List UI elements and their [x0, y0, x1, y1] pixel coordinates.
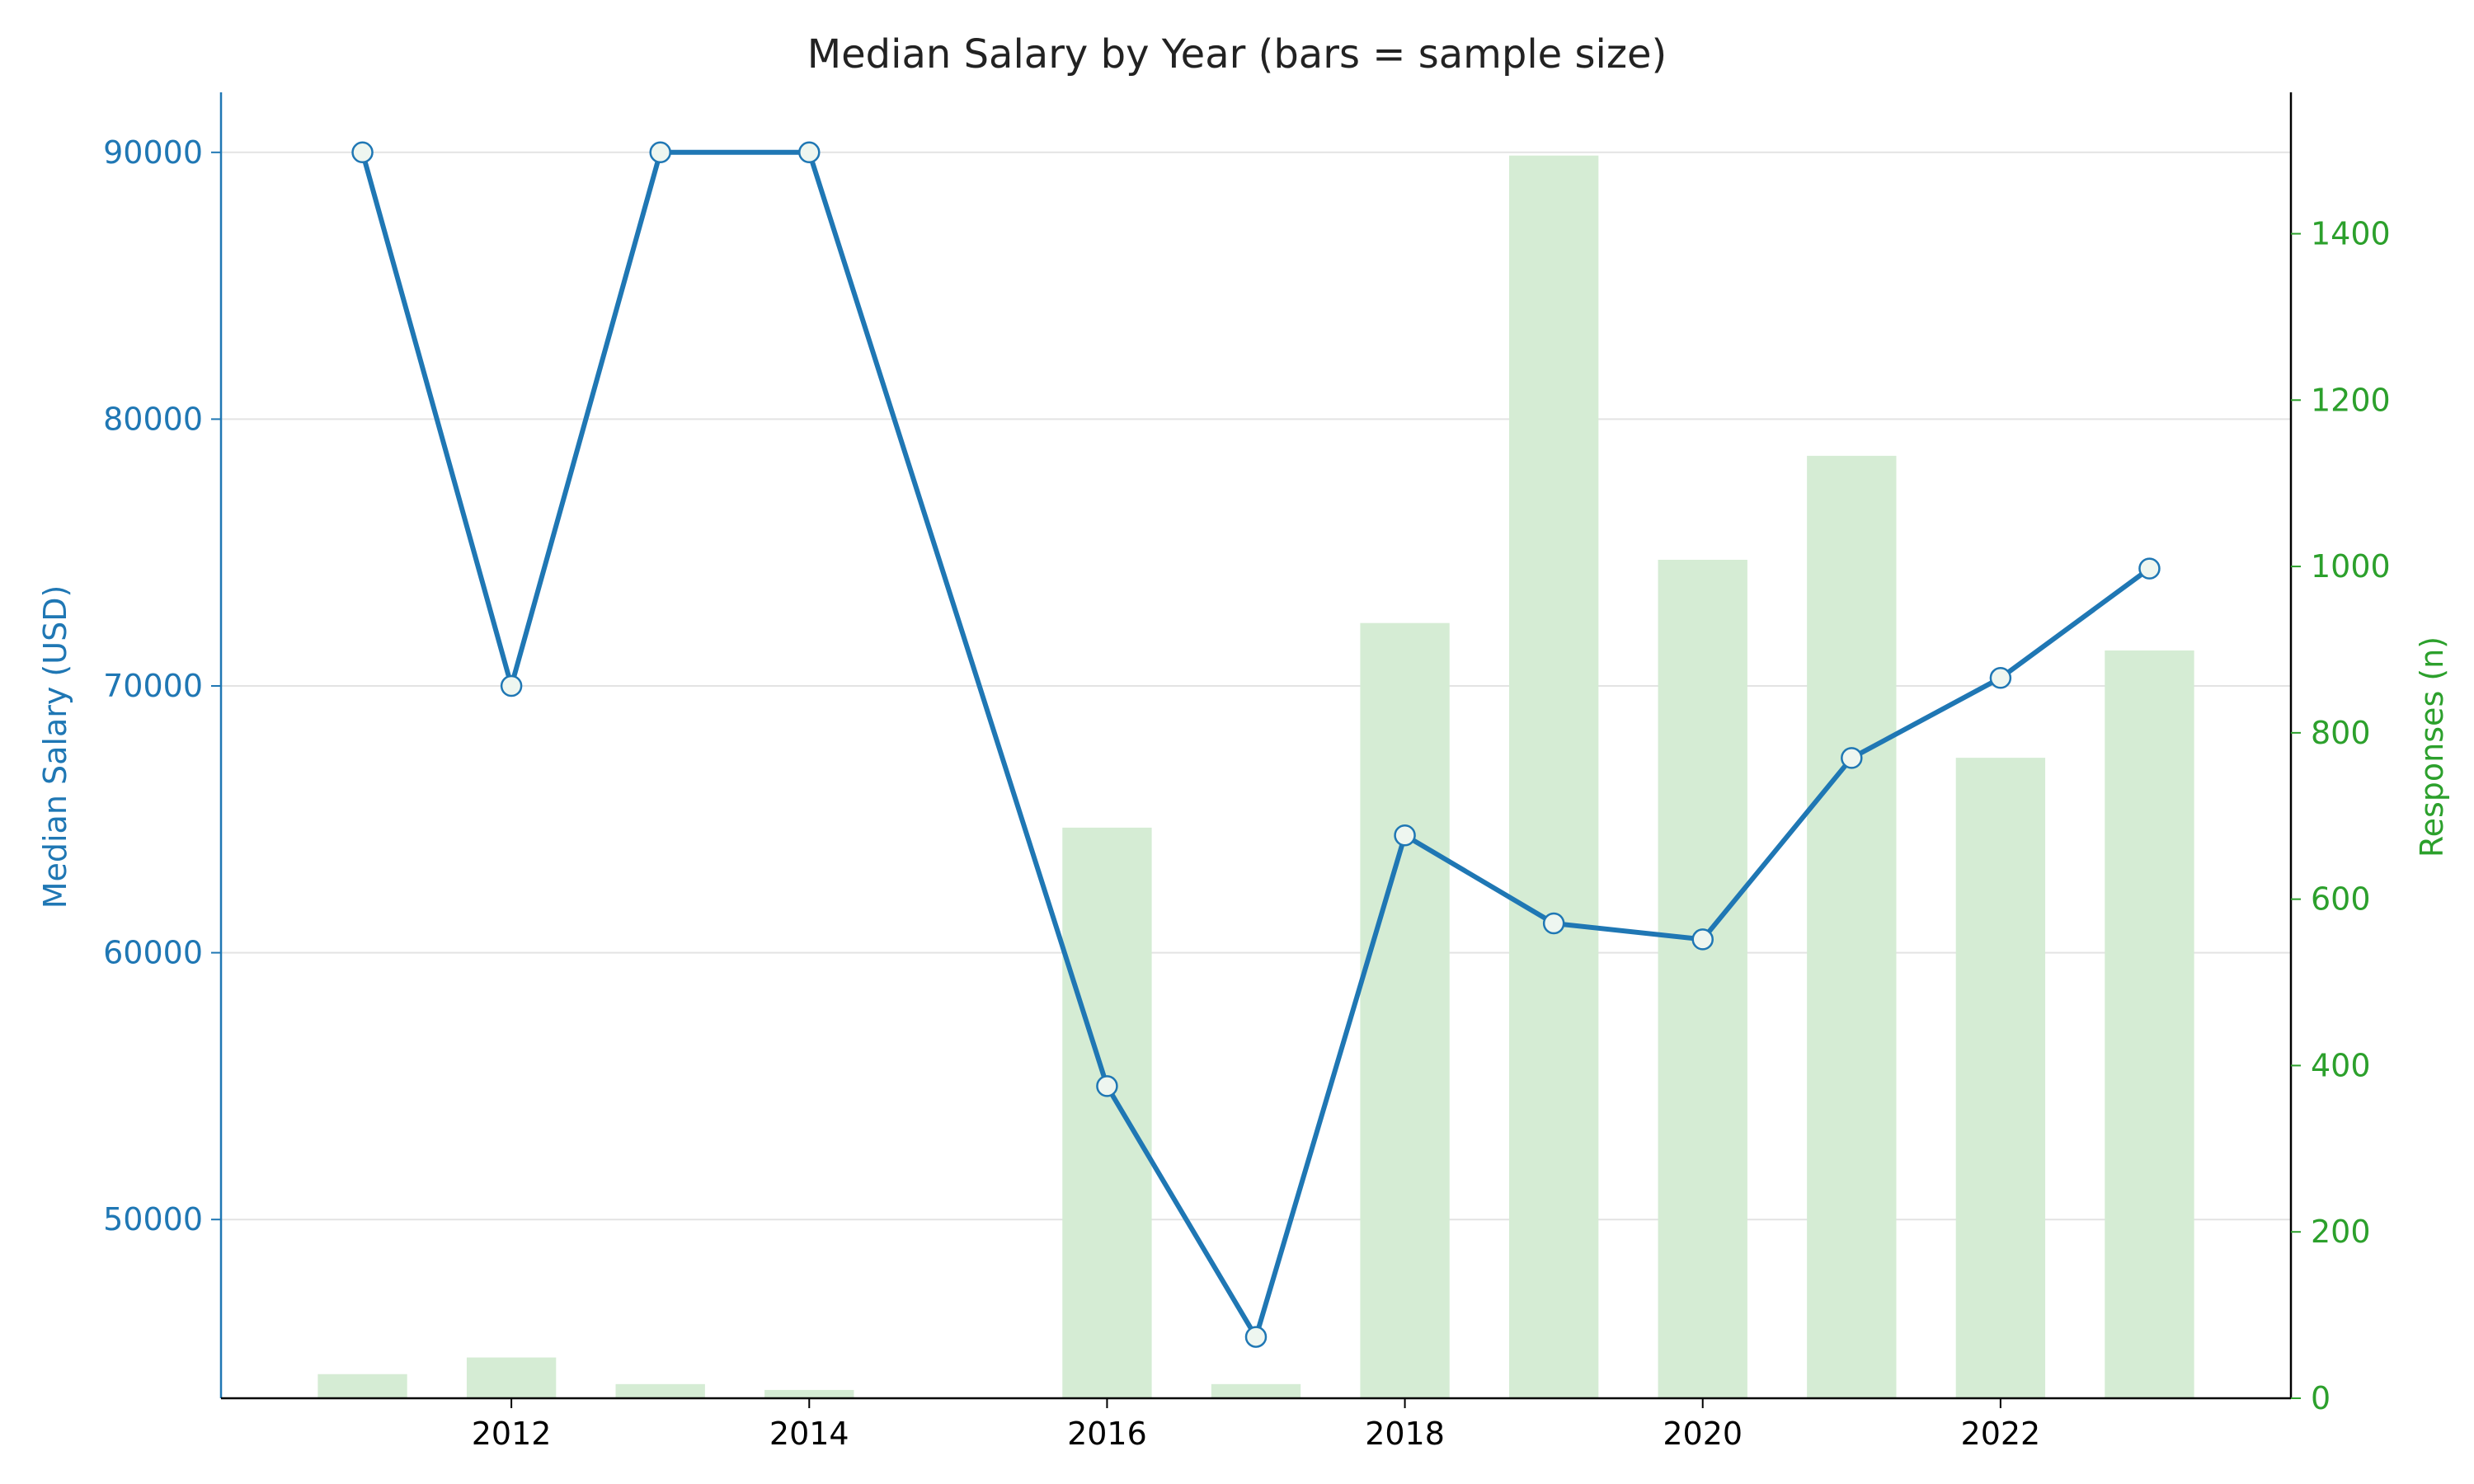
line-point [1542, 912, 1565, 935]
bar [764, 1389, 854, 1398]
x-tick-label: 2012 [472, 1416, 552, 1452]
grid-lines [221, 151, 2291, 1221]
bar [615, 1383, 705, 1398]
line-point [2138, 557, 2161, 580]
x-tick-label: 2014 [769, 1416, 849, 1452]
line-point [1244, 1326, 1268, 1348]
bar [1211, 1383, 1301, 1398]
x-tick-label: 2022 [1961, 1416, 2041, 1452]
left-tick-label: 60000 [103, 935, 203, 971]
line-series [351, 141, 2161, 1348]
left-axis-label: Median Salary (USD) [37, 585, 73, 909]
line-point [649, 141, 671, 164]
right-tick-label: 1000 [2311, 548, 2391, 585]
bar [1062, 827, 1152, 1398]
right-tick-label: 800 [2311, 715, 2371, 751]
line-point [351, 141, 374, 164]
line-point [1989, 667, 2012, 689]
right-tick-label: 1400 [2311, 216, 2391, 252]
left-tick-label: 80000 [103, 401, 203, 437]
right-tick-label: 0 [2311, 1380, 2331, 1416]
bar [1658, 560, 1747, 1398]
bar [1807, 455, 1897, 1399]
right-axis-label: Responses (n) [2414, 636, 2450, 857]
line-point [1096, 1075, 1118, 1097]
right-tick-label: 600 [2311, 881, 2371, 918]
line-point [500, 674, 523, 697]
x-tick-label: 2018 [1365, 1416, 1445, 1452]
bar-series [317, 155, 2194, 1399]
bar [2105, 650, 2194, 1398]
bar [317, 1374, 407, 1398]
left-tick-label: 90000 [103, 134, 203, 171]
line-point [798, 141, 821, 164]
chart-title: Median Salary by Year (bars = sample siz… [807, 31, 1667, 77]
left-tick-label: 50000 [103, 1201, 203, 1237]
bar [466, 1357, 557, 1398]
x-tick-label: 2020 [1663, 1416, 1743, 1452]
bar [1360, 622, 1450, 1398]
right-tick-label: 1200 [2311, 382, 2391, 418]
x-tick-label: 2016 [1067, 1416, 1147, 1452]
line-point [1691, 928, 1714, 951]
line-path [360, 149, 2152, 1340]
line-point [1841, 747, 1863, 769]
right-tick-label: 400 [2311, 1047, 2371, 1083]
axes: 2012 2014 2016 2018 2020 2022 50000 60000 70000 8… [103, 92, 2391, 1452]
left-tick-label: 70000 [103, 668, 203, 704]
bar [1508, 155, 1599, 1398]
right-tick-label: 200 [2311, 1214, 2371, 1250]
line-point [1394, 824, 1416, 847]
bar [1955, 758, 2046, 1398]
